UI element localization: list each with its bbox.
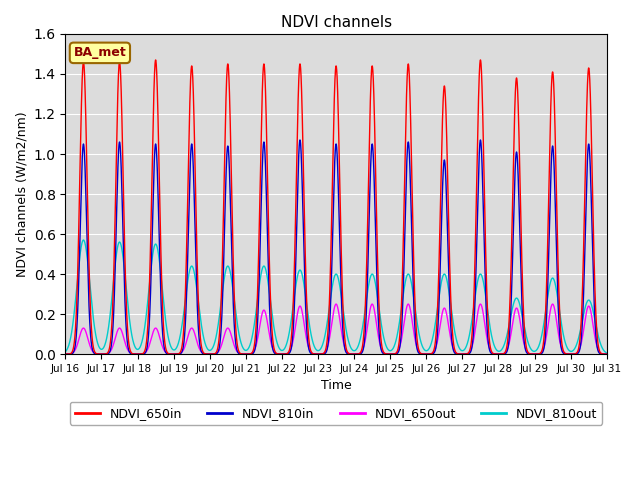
- NDVI_650in: [387, 351, 394, 357]
- NDVI_810in: [160, 342, 168, 348]
- NDVI_810out: [79, 237, 87, 243]
- NDVI_810in: [465, 350, 473, 356]
- NDVI_650in: [61, 351, 69, 357]
- NDVI_810in: [603, 351, 611, 357]
- NDVI_810out: [269, 313, 276, 319]
- NDVI_650in: [160, 329, 168, 335]
- NDVI_810out: [603, 350, 611, 356]
- NDVI_650in: [465, 348, 473, 354]
- NDVI_810in: [296, 137, 304, 143]
- NDVI_810out: [160, 302, 168, 308]
- NDVI_810in: [413, 348, 421, 353]
- NDVI_650out: [507, 333, 515, 339]
- NDVI_810out: [413, 323, 421, 328]
- NDVI_650in: [152, 57, 159, 63]
- NDVI_810in: [507, 313, 515, 319]
- Line: NDVI_650out: NDVI_650out: [65, 304, 607, 354]
- NDVI_810out: [387, 348, 394, 354]
- NDVI_650out: [386, 351, 394, 357]
- NDVI_650in: [413, 341, 421, 347]
- NDVI_810in: [61, 351, 69, 357]
- NDVI_650out: [603, 351, 611, 357]
- NDVI_650in: [507, 280, 515, 286]
- NDVI_810in: [387, 351, 394, 357]
- NDVI_810in: [268, 343, 276, 349]
- NDVI_650out: [413, 346, 421, 352]
- NDVI_650in: [269, 333, 276, 338]
- NDVI_810out: [507, 314, 515, 320]
- NDVI_810out: [61, 349, 69, 355]
- NDVI_650out: [404, 301, 412, 307]
- Line: NDVI_810in: NDVI_810in: [65, 140, 607, 354]
- NDVI_650out: [465, 349, 473, 355]
- Line: NDVI_650in: NDVI_650in: [65, 60, 607, 354]
- NDVI_810out: [465, 332, 473, 338]
- Title: NDVI channels: NDVI channels: [280, 15, 392, 30]
- NDVI_650out: [268, 344, 276, 350]
- Legend: NDVI_650in, NDVI_810in, NDVI_650out, NDVI_810out: NDVI_650in, NDVI_810in, NDVI_650out, NDV…: [70, 402, 602, 425]
- Line: NDVI_810out: NDVI_810out: [65, 240, 607, 353]
- X-axis label: Time: Time: [321, 379, 351, 392]
- NDVI_650out: [61, 351, 69, 357]
- NDVI_650out: [160, 347, 168, 352]
- NDVI_650in: [603, 351, 611, 357]
- Text: BA_met: BA_met: [74, 47, 126, 60]
- Y-axis label: NDVI channels (W/m2/nm): NDVI channels (W/m2/nm): [15, 111, 28, 277]
